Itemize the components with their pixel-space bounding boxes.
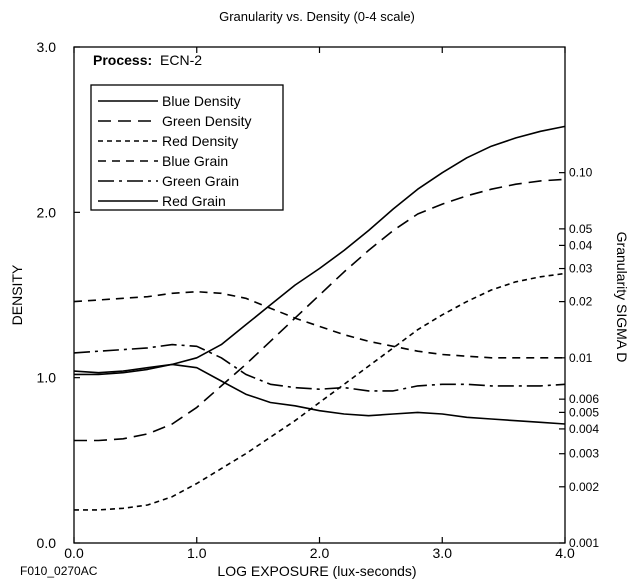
y2-tick-label-3: 0.004 — [569, 422, 599, 436]
series-lines — [73, 125, 566, 511]
series-line-green-grain — [73, 343, 566, 392]
x-tick-label-3: 3.0 — [433, 545, 453, 561]
x-tick-label-2: 2.0 — [310, 545, 330, 561]
y2-tick-label-1: 0.002 — [569, 480, 599, 494]
process-value: ECN-2 — [160, 52, 202, 68]
series-line-green-density — [74, 178, 566, 442]
y-axis-label: DENSITY — [9, 264, 25, 325]
legend-label-blue-density: Blue Density — [162, 93, 241, 109]
legend-label-red-grain: Red Grain — [162, 193, 226, 209]
y2-tick-label-4: 0.005 — [569, 405, 599, 419]
process-caption: Process: ECN-2 — [93, 52, 202, 68]
chart-title: Granularity vs. Density (0-4 scale) — [219, 9, 415, 24]
series-line-red-grain — [73, 363, 566, 425]
x-axis-label: LOG EXPOSURE (lux-seconds) — [217, 563, 416, 579]
y2-tick-label-6: 0.01 — [569, 351, 593, 365]
x-tick-label-4: 4.0 — [555, 545, 575, 561]
legend: Process: ECN-2 Blue Density Green Density… — [90, 52, 284, 211]
figure-id: F010_0270AC — [20, 564, 98, 578]
legend-label-blue-grain: Blue Grain — [162, 153, 228, 169]
y2-tick-label-7: 0.02 — [569, 295, 593, 309]
y2-axis-label: Granularity SIGMA D — [614, 232, 630, 363]
y-tick-label-1: 1.0 — [37, 370, 57, 386]
process-label: Process: — [93, 52, 152, 68]
y-tick-label-3: 3.0 — [37, 39, 57, 55]
series-line-blue-density — [74, 125, 566, 376]
legend-label-green-grain: Green Grain — [162, 173, 239, 189]
y2-tick-label-0: 0.001 — [569, 536, 599, 550]
y-tick-label-0: 0.0 — [37, 535, 57, 551]
legend-box — [90, 84, 284, 211]
y2-tick-label-5: 0.006 — [569, 392, 599, 406]
x-tick-label-1: 1.0 — [187, 545, 207, 561]
axes-layer: 0.0 1.0 2.0 3.0 4.0 0.0 1.0 2.0 3.0 0.001 0.002 0.0… — [37, 39, 600, 561]
y2-tick-label-11: 0.10 — [569, 166, 593, 180]
y2-tick-label-10: 0.05 — [569, 222, 593, 236]
y-tick-label-2: 2.0 — [37, 204, 57, 220]
y2-tick-label-2: 0.003 — [569, 447, 599, 461]
legend-label-red-density: Red Density — [162, 133, 238, 149]
x-tick-label-0: 0.0 — [64, 545, 84, 561]
y2-tick-label-9: 0.04 — [569, 238, 593, 252]
legend-label-green-density: Green Density — [162, 113, 251, 129]
series-line-red-density — [74, 272, 566, 511]
y2-tick-label-8: 0.03 — [569, 262, 593, 276]
